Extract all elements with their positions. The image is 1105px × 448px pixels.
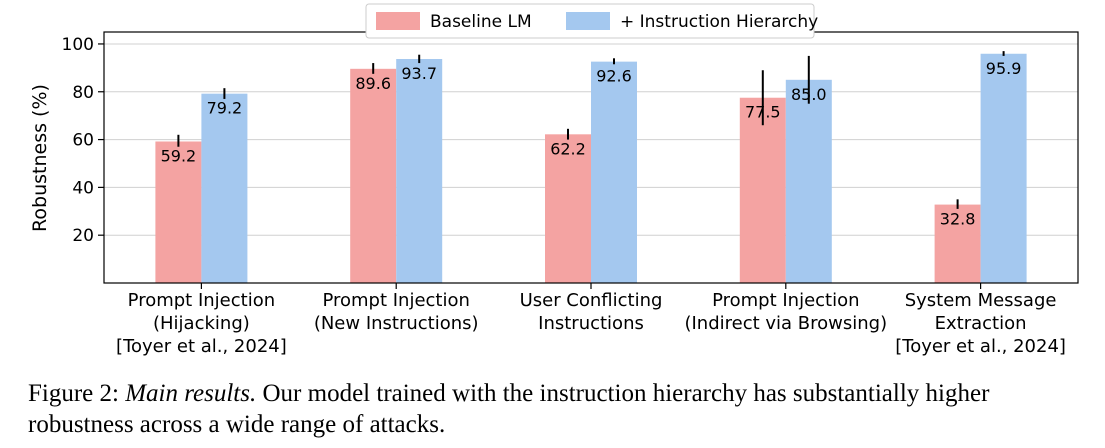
bar [155,141,202,283]
data-label: 89.6 [355,74,391,93]
legend-label: Baseline LM [430,12,532,32]
data-label: 93.7 [401,64,437,83]
x-tick-label: User Conflicting [520,290,663,311]
x-tick-label: [Toyer et al., 2024] [895,336,1066,357]
data-label: 59.2 [161,146,197,165]
x-tick-label: Prompt Injection [712,290,859,311]
y-tick-label: 80 [72,83,94,103]
x-tick-label: Prompt Injection [128,290,275,311]
x-tick-label: (Indirect via Browsing) [684,313,887,334]
labels: 59.2 89.6 62.2 77.5 32.8 79.2 93.7 92.6 85.0 95.9 [161,59,1022,229]
data-label: 62.2 [550,139,586,158]
data-label: 77.5 [745,103,781,122]
legend: Baseline LM + Instruction Hierarchy [365,3,818,39]
bar [934,204,981,283]
x-tick-label: System Message [905,290,1057,311]
x-tick-label: (New Instructions) [314,313,479,334]
bar [980,53,1027,284]
bar [201,93,248,283]
x-tick-label: (Hijacking) [153,313,250,334]
bar [350,68,397,284]
bars [155,51,1027,284]
legend-swatch [376,12,420,30]
x-tick-label: Extraction [935,313,1027,334]
x-tick-label: Instructions [538,313,644,334]
legend-label: + Instruction Hierarchy [620,12,818,32]
data-label: 79.2 [207,99,243,118]
data-label: 85.0 [791,85,827,104]
caption-text: Our model trained with the instruction h… [28,380,990,438]
y-tick-label: 100 [62,35,94,55]
y-tick-label: 40 [72,178,94,198]
caption-prefix: Figure 2: [28,380,126,407]
bar [591,61,637,283]
y-tick-label: 60 [72,131,94,151]
y-tick-label: 20 [72,226,94,246]
bar [396,59,443,283]
x-tick-label: [Toyer et al., 2024] [116,336,287,357]
data-label: 95.9 [986,59,1022,78]
x-tick-label: Prompt Injection [322,290,469,311]
caption-emphasis: Main results. [125,380,257,407]
bar [545,134,591,283]
bar [739,97,786,283]
legend-swatch [566,12,610,30]
data-label: 92.6 [596,67,632,86]
figure-caption: Figure 2: Main results. Our model traine… [28,378,1098,440]
bar [785,79,832,283]
data-label: 32.8 [940,210,976,229]
y-axis-label: Robustness (%) [29,84,51,232]
